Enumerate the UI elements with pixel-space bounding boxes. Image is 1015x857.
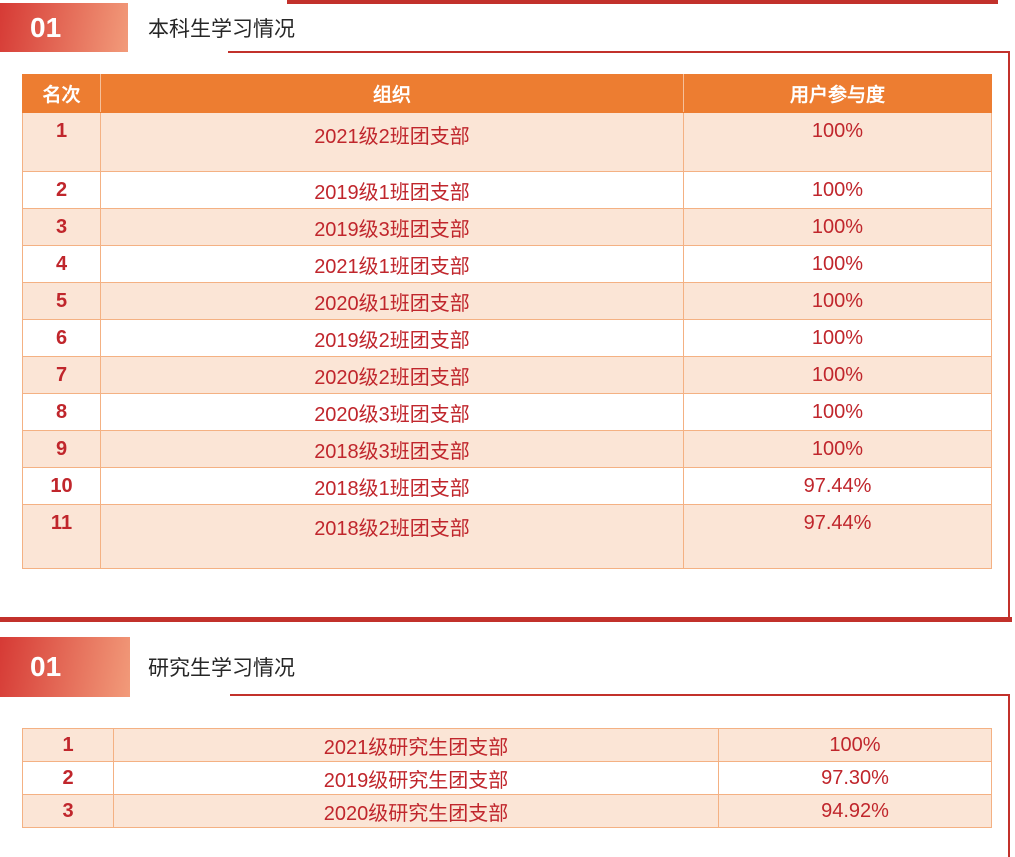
rank-cell: 2 xyxy=(22,171,101,209)
table-row: 3 2019级3班团支部 100% xyxy=(22,208,992,246)
section1-number-badge: 01 xyxy=(0,3,128,52)
rank-cell: 8 xyxy=(22,393,101,431)
table-row: 1 2021级研究生团支部 100% xyxy=(22,728,992,762)
organization-cell: 2019级3班团支部 xyxy=(100,208,684,246)
graduate-table: 1 2021级研究生团支部 100% 2 2019级研究生团支部 97.30% 3 2020级… xyxy=(22,728,992,828)
organization-cell: 2018级2班团支部 xyxy=(100,504,684,569)
rank-cell: 1 xyxy=(22,112,101,172)
col-header-organization: 组织 xyxy=(100,74,684,113)
participation-cell: 100% xyxy=(718,728,992,762)
rank-cell: 6 xyxy=(22,319,101,357)
table-row: 7 2020级2班团支部 100% xyxy=(22,356,992,394)
participation-cell: 100% xyxy=(683,282,992,320)
table-row: 9 2018级3班团支部 100% xyxy=(22,430,992,468)
participation-cell: 100% xyxy=(683,356,992,394)
participation-cell: 100% xyxy=(683,430,992,468)
organization-cell: 2020级2班团支部 xyxy=(100,356,684,394)
section1-right-rule xyxy=(1008,51,1010,621)
col-header-participation: 用户参与度 xyxy=(683,74,992,113)
participation-cell: 100% xyxy=(683,245,992,283)
organization-cell: 2019级1班团支部 xyxy=(100,171,684,209)
organization-cell: 2020级3班团支部 xyxy=(100,393,684,431)
section2-title-underline xyxy=(230,694,1010,696)
section1-badge-number: 01 xyxy=(30,11,62,43)
participation-cell: 100% xyxy=(683,171,992,209)
section1-title: 本科生学习情况 xyxy=(148,17,295,41)
participation-cell: 97.44% xyxy=(683,467,992,505)
organization-cell: 2020级1班团支部 xyxy=(100,282,684,320)
section1-top-rule xyxy=(287,0,998,4)
rank-cell: 4 xyxy=(22,245,101,283)
table-header-row: 名次 组织 用户参与度 xyxy=(22,74,992,113)
section2-number-badge: 01 xyxy=(0,637,130,697)
organization-cell: 2020级研究生团支部 xyxy=(113,794,719,828)
rank-cell: 3 xyxy=(22,208,101,246)
section2-badge-number: 01 xyxy=(30,651,62,682)
organization-cell: 2019级2班团支部 xyxy=(100,319,684,357)
section1-bottom-rule xyxy=(0,617,1012,622)
rank-cell: 3 xyxy=(22,794,114,828)
rank-cell: 11 xyxy=(22,504,101,569)
participation-cell: 100% xyxy=(683,112,992,172)
rank-cell: 5 xyxy=(22,282,101,320)
participation-cell: 100% xyxy=(683,393,992,431)
section2-right-rule xyxy=(1008,694,1010,857)
organization-cell: 2018级1班团支部 xyxy=(100,467,684,505)
rank-cell: 10 xyxy=(22,467,101,505)
participation-cell: 97.44% xyxy=(683,504,992,569)
participation-cell: 94.92% xyxy=(718,794,992,828)
table-row: 10 2018级1班团支部 97.44% xyxy=(22,467,992,505)
participation-cell: 100% xyxy=(683,319,992,357)
table-row: 2 2019级1班团支部 100% xyxy=(22,171,992,209)
table-row: 6 2019级2班团支部 100% xyxy=(22,319,992,357)
section2-title: 研究生学习情况 xyxy=(148,657,295,680)
participation-cell: 100% xyxy=(683,208,992,246)
table-row: 5 2020级1班团支部 100% xyxy=(22,282,992,320)
table-row: 3 2020级研究生团支部 94.92% xyxy=(22,794,992,828)
rank-cell: 9 xyxy=(22,430,101,468)
participation-cell: 97.30% xyxy=(718,761,992,795)
organization-cell: 2021级1班团支部 xyxy=(100,245,684,283)
organization-cell: 2019级研究生团支部 xyxy=(113,761,719,795)
col-header-rank: 名次 xyxy=(22,74,101,113)
table-row: 11 2018级2班团支部 97.44% xyxy=(22,504,992,569)
table-row: 4 2021级1班团支部 100% xyxy=(22,245,992,283)
rank-cell: 1 xyxy=(22,728,114,762)
section1-title-underline xyxy=(228,51,1010,53)
organization-cell: 2018级3班团支部 xyxy=(100,430,684,468)
organization-cell: 2021级2班团支部 xyxy=(100,112,684,172)
rank-cell: 7 xyxy=(22,356,101,394)
table-row: 2 2019级研究生团支部 97.30% xyxy=(22,761,992,795)
table-row: 1 2021级2班团支部 100% xyxy=(22,112,992,172)
table-row: 8 2020级3班团支部 100% xyxy=(22,393,992,431)
organization-cell: 2021级研究生团支部 xyxy=(113,728,719,762)
rank-cell: 2 xyxy=(22,761,114,795)
undergraduate-table: 名次 组织 用户参与度 1 2021级2班团支部 100% 2 2019级1班团支部 10… xyxy=(22,74,992,569)
